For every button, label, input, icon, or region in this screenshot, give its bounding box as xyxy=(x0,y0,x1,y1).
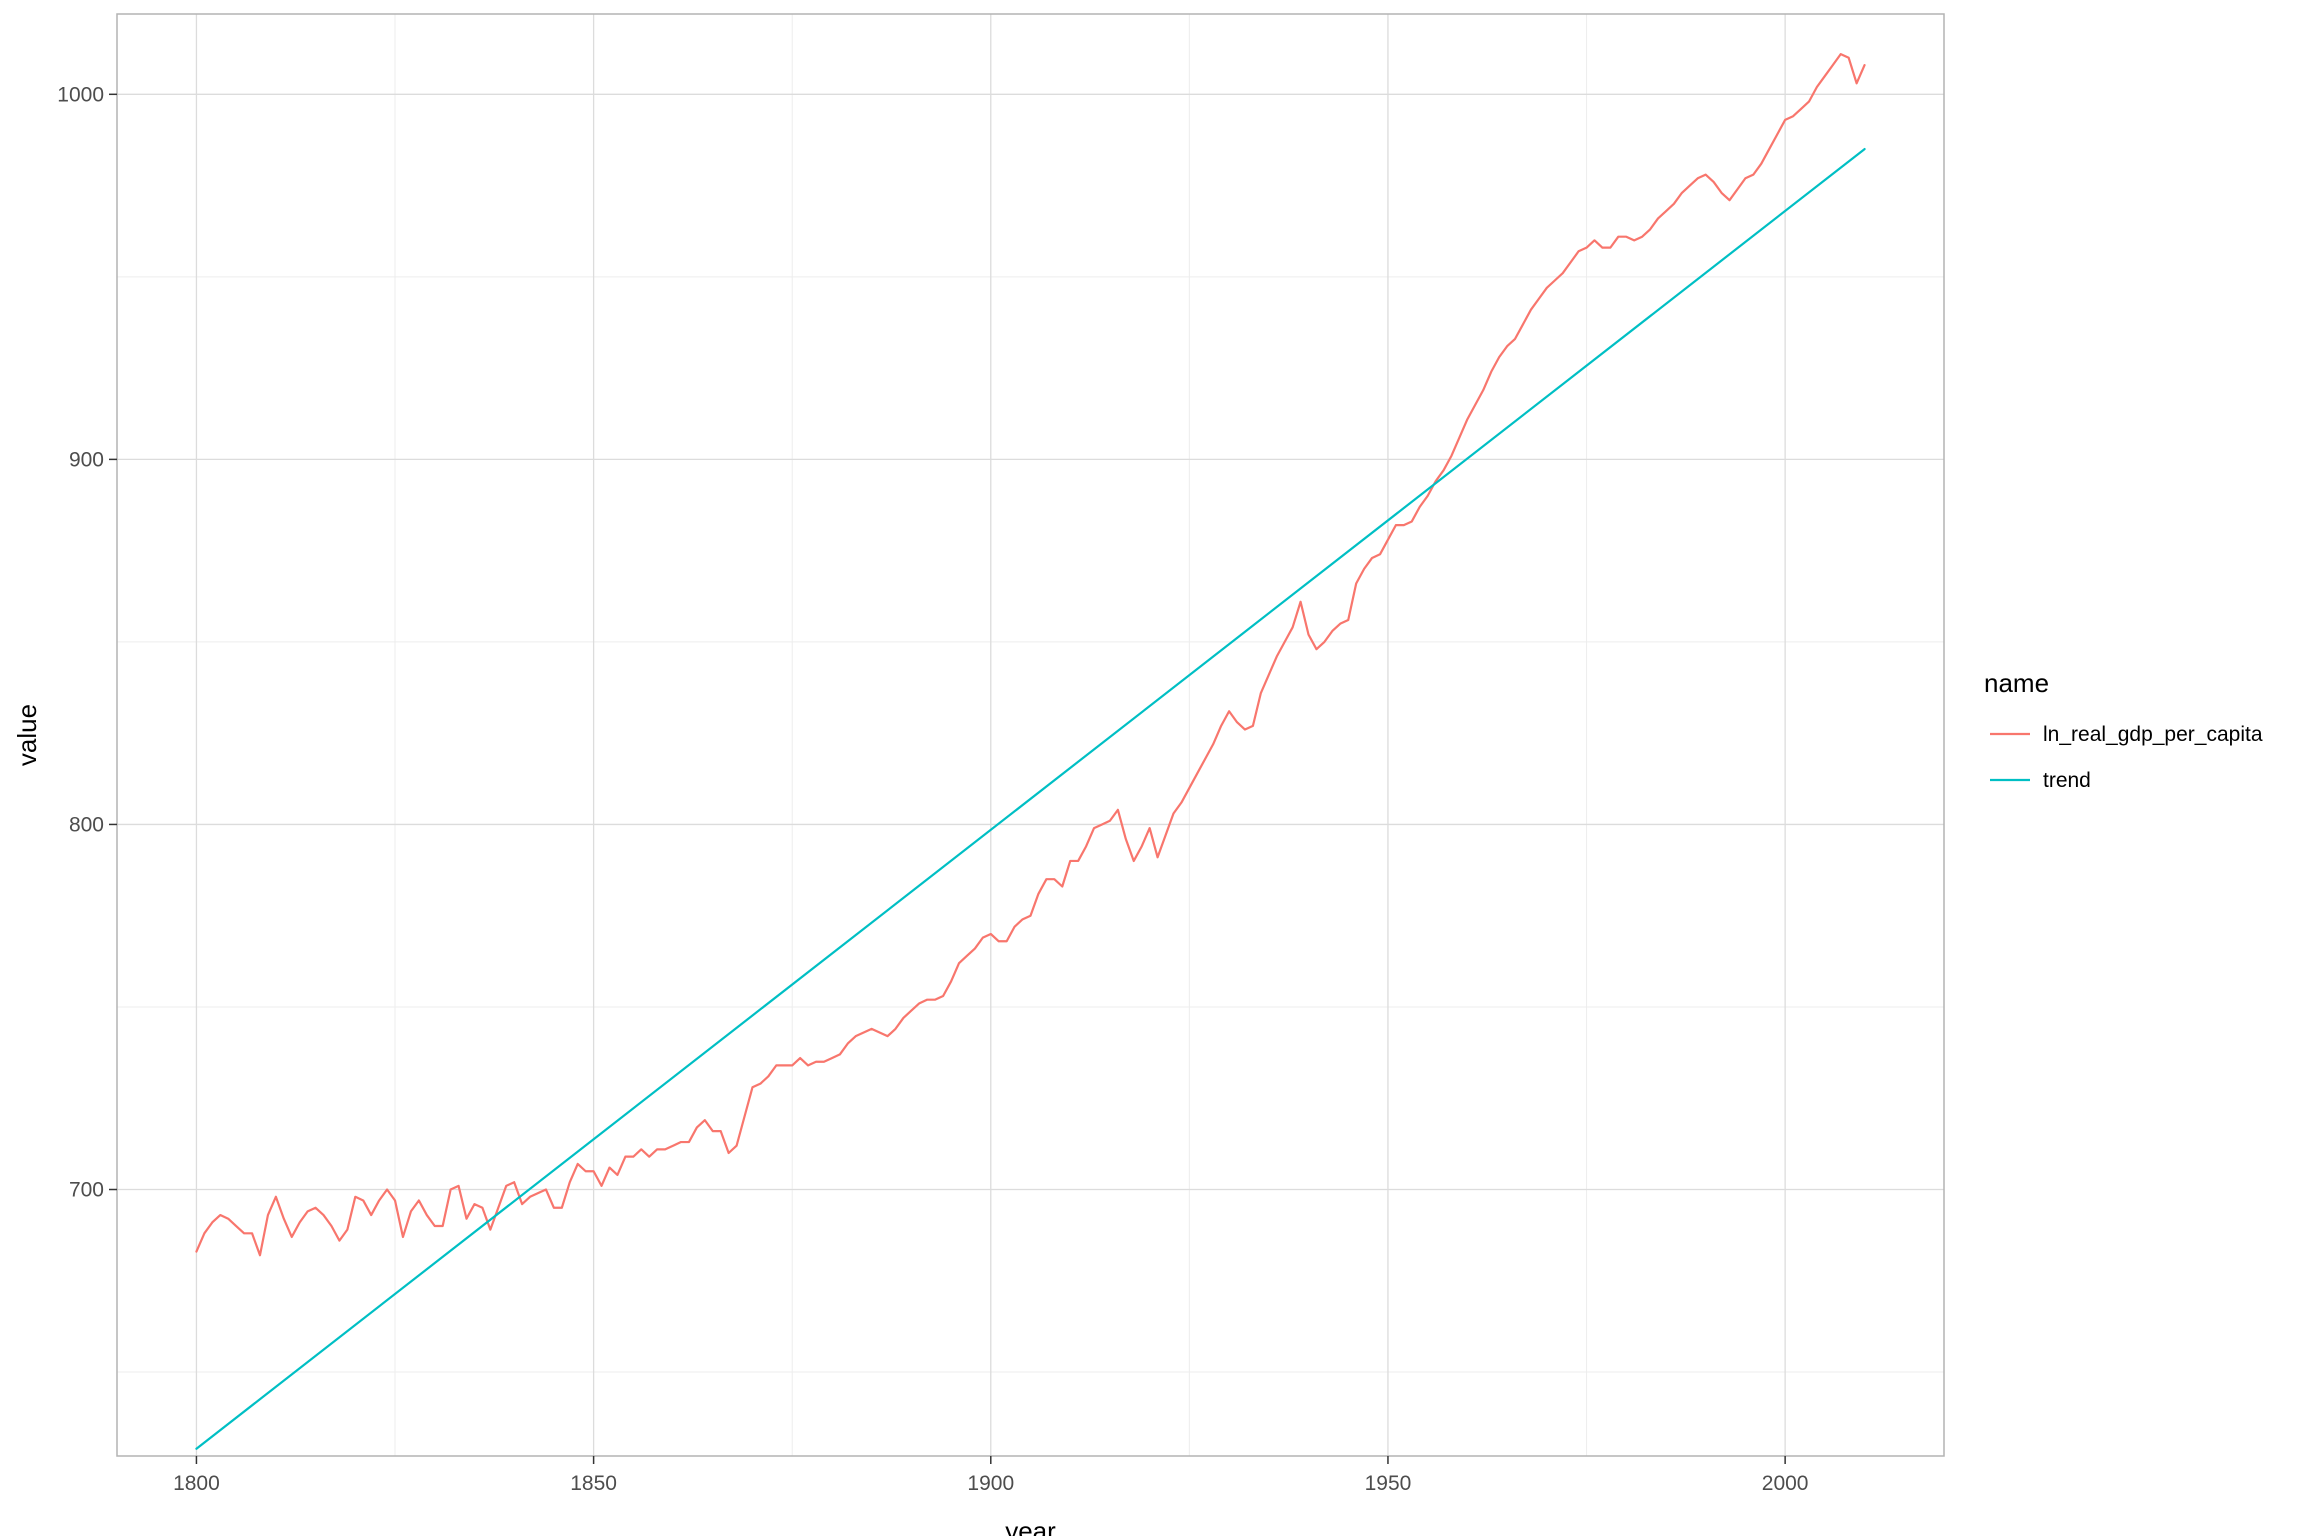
series-line-ln-real-gdp-per-capita xyxy=(195,53,1866,1257)
legend-label-trend: trend xyxy=(2043,769,2091,792)
y-tick-label-2: 900 xyxy=(69,448,104,471)
x-tick-label-0: 1800 xyxy=(173,1472,220,1495)
x-axis-title: year xyxy=(1005,1516,1056,1536)
y-tick-label-1: 800 xyxy=(69,813,104,836)
plot-panel-border xyxy=(116,13,1945,1457)
x-tick-label-2: 1900 xyxy=(967,1472,1014,1495)
legend-label-ln-real-gdp-per-capita: ln_real_gdp_per_capita xyxy=(2043,723,2263,746)
y-tick-label-0: 700 xyxy=(69,1179,104,1202)
series-line-trend xyxy=(195,147,1866,1450)
series-layer xyxy=(195,53,1866,1450)
grid-minor xyxy=(117,14,1944,1456)
x-tick-label-1: 1850 xyxy=(570,1472,617,1495)
grid-major xyxy=(117,14,1944,1456)
x-tick-label-3: 1950 xyxy=(1365,1472,1412,1495)
y-tick-label-3: 1000 xyxy=(57,83,104,106)
x-axis: 1800 1850 1900 1950 2000 xyxy=(173,1456,1808,1495)
x-tick-label-4: 2000 xyxy=(1762,1472,1809,1495)
y-axis: 700 800 900 1000 xyxy=(57,83,117,1202)
y-axis-title: value xyxy=(12,704,42,766)
legend-title: name xyxy=(1984,668,2049,698)
